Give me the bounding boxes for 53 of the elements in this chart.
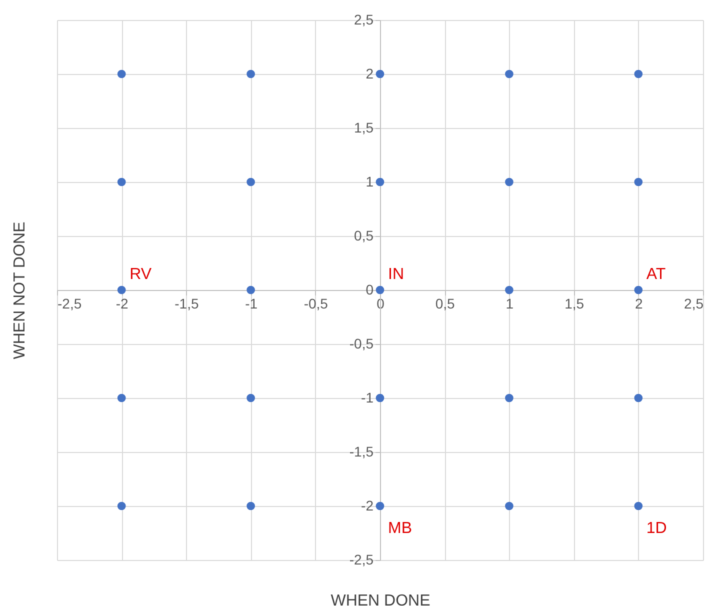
point	[634, 286, 643, 294]
x-tick-label: 0,5	[435, 296, 456, 312]
point	[246, 286, 255, 294]
point	[505, 502, 514, 510]
y-axis-title: WHEN NOT DONE	[12, 222, 28, 360]
point	[117, 502, 126, 510]
point	[505, 178, 514, 186]
y-tick-label: 2,5	[354, 12, 374, 28]
annotation: MB	[388, 520, 412, 537]
point	[376, 178, 384, 186]
annotation: 1D	[646, 520, 667, 537]
point	[505, 286, 514, 294]
point	[376, 70, 384, 78]
x-tick-label: -2	[116, 296, 129, 312]
y-tick-label: -2	[361, 498, 374, 514]
point	[246, 394, 255, 402]
point	[634, 178, 643, 186]
x-axis-title: WHEN DONE	[330, 592, 430, 606]
x-tick-label: -1	[245, 296, 258, 312]
y-tick-label: -1	[361, 390, 374, 406]
annotation: RV	[130, 266, 152, 283]
point	[246, 502, 255, 510]
point	[117, 394, 126, 402]
y-tick-label: -1,5	[349, 444, 374, 460]
x-tick-label: -0,5	[304, 296, 328, 312]
point	[505, 394, 514, 402]
y-tick-label: 1	[366, 174, 374, 190]
point	[246, 70, 255, 78]
point	[117, 286, 126, 294]
point	[376, 394, 384, 402]
point	[634, 70, 643, 78]
x-tick-label: -1,5	[174, 296, 199, 312]
point	[246, 178, 255, 186]
point	[117, 178, 126, 186]
y-tick-label: 2	[366, 66, 374, 82]
x-tick-label: -2,5	[58, 296, 82, 312]
x-tick-label: 2,5	[684, 296, 704, 312]
y-tick-label: 1,5	[354, 120, 374, 136]
point	[117, 70, 126, 78]
x-tick-label: 1,5	[564, 296, 584, 312]
point	[505, 70, 514, 78]
y-tick-label: -2,5	[349, 552, 374, 568]
point	[634, 394, 643, 402]
point	[376, 286, 384, 294]
y-tick-label: 0	[366, 282, 374, 298]
point	[634, 502, 643, 510]
x-tick-label: 1	[506, 296, 514, 312]
y-tick-label: 0,5	[354, 228, 374, 244]
y-tick-label: -0,5	[349, 336, 374, 352]
annotation: AT	[646, 266, 666, 283]
annotation: IN	[388, 266, 404, 283]
x-tick-label: 2	[635, 296, 643, 312]
point	[376, 502, 384, 510]
